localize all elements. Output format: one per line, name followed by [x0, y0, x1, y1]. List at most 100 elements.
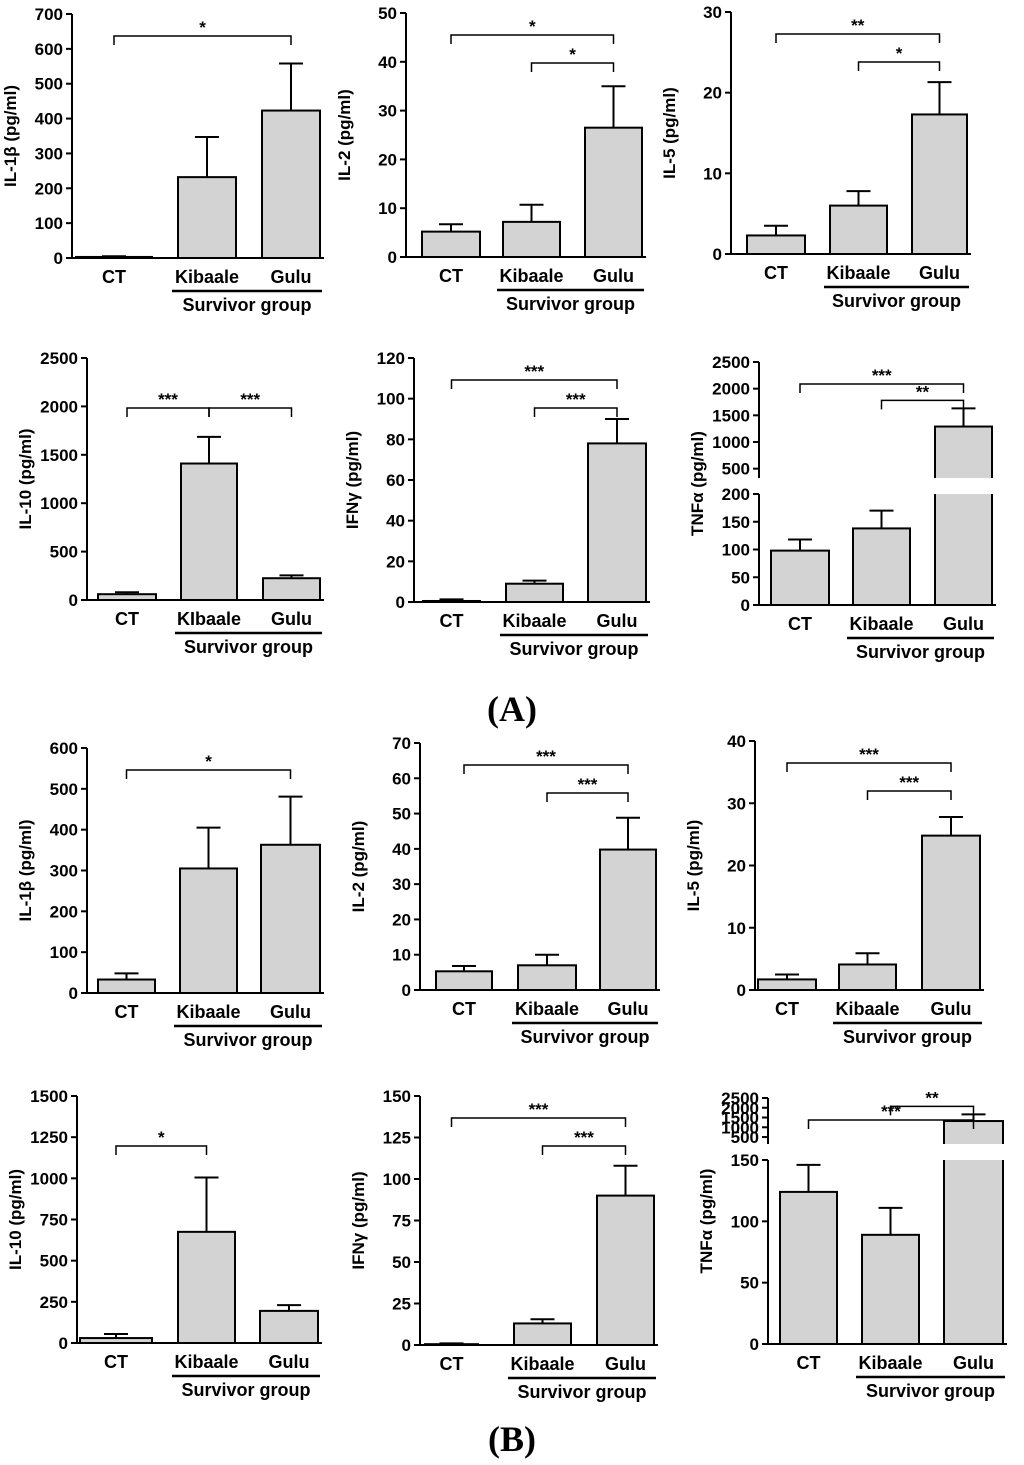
- bar-kibaale: [180, 462, 238, 601]
- significance-label: ***: [574, 1128, 594, 1147]
- y-tick-label: 500: [722, 460, 750, 479]
- y-tick-label: 0: [59, 1334, 68, 1353]
- group-label: Survivor group: [843, 1027, 972, 1047]
- significance-bracket: [450, 379, 618, 389]
- bar-kibaale: [829, 204, 888, 256]
- y-tick-label: 10: [378, 199, 397, 218]
- y-axis-title: IL-5 (pg/ml): [684, 820, 703, 912]
- y-tick-label: 40: [378, 53, 397, 72]
- significance-bracket: [807, 1119, 975, 1129]
- x-tick-label: Kibaale: [176, 1002, 240, 1022]
- bar-ct: [435, 970, 493, 992]
- bar-gulu: [596, 1194, 655, 1346]
- significance-bracket: [775, 33, 941, 43]
- x-tick-label: Gulu: [271, 267, 312, 287]
- y-tick-label: 40: [727, 732, 746, 751]
- bar-gulu: [260, 843, 321, 995]
- x-tick-label: CT: [104, 1352, 128, 1372]
- bar-ct: [746, 234, 806, 256]
- bar-ct: [97, 978, 156, 995]
- significance-bracket: [115, 1145, 208, 1155]
- x-tick-label: Gulu: [943, 614, 984, 634]
- significance-bracket: [533, 407, 618, 417]
- y-tick-label: 1500: [721, 1109, 759, 1128]
- group-label: Survivor group: [832, 291, 961, 311]
- y-tick-label: 100: [722, 541, 750, 560]
- x-tick-label: Kibaale: [510, 1354, 574, 1374]
- significance-bracket: [208, 407, 293, 417]
- bar-gulu: [921, 834, 981, 991]
- y-tick-label: 100: [383, 1170, 411, 1189]
- y-tick-label: 2000: [40, 397, 78, 416]
- significance-bracket: [786, 762, 952, 772]
- significance-bracket: [541, 1145, 627, 1155]
- y-axis-title: IFNγ (pg/ml): [349, 1171, 368, 1269]
- x-tick-label: Kibaale: [858, 1353, 922, 1373]
- group-label: Survivor group: [181, 1380, 310, 1400]
- y-tick-label: 60: [386, 471, 405, 490]
- bar-gulu: [261, 109, 321, 259]
- y-tick-label: 500: [35, 75, 63, 94]
- significance-bracket: [799, 383, 965, 393]
- bar-gulu: [934, 425, 993, 606]
- bar-gulu: [599, 848, 657, 992]
- y-tick-label: 1000: [40, 494, 78, 513]
- y-tick-label: 50: [731, 568, 750, 587]
- group-label: Survivor group: [517, 1382, 646, 1402]
- significance-label: *: [158, 1128, 165, 1147]
- bar-gulu: [911, 113, 968, 255]
- bar-kibaale: [505, 582, 564, 604]
- y-tick-label: 300: [50, 862, 78, 881]
- y-tick-label: 20: [378, 150, 397, 169]
- y-tick-label: 0: [396, 593, 405, 612]
- chart-b1: 0 100 200 300 400 500 600 IL-1β (pg/ml) CT Kibaal…: [16, 739, 324, 1050]
- bar-kibaale: [502, 220, 561, 258]
- y-axis-title: IL-5 (pg/ml): [660, 87, 679, 179]
- y-tick-label: 20: [703, 84, 722, 103]
- significance-bracket: [546, 792, 629, 802]
- y-axis-title: IL-1β (pg/ml): [16, 820, 35, 922]
- panel-label-b: (B): [488, 1419, 536, 1459]
- x-tick-label: Kibaale: [849, 614, 913, 634]
- panel-label-a: (A): [487, 689, 537, 729]
- chart-b4: 0 250 500 750 1000 1250 1500 IL-10 (pg/ml) CT Kib…: [6, 1087, 322, 1400]
- bar-ct: [422, 599, 481, 604]
- bar-kibaale: [177, 1230, 236, 1344]
- x-tick-label: CT: [797, 1353, 821, 1373]
- x-tick-label: CT: [775, 999, 799, 1019]
- bar-kibaale: [179, 867, 238, 994]
- significance-bracket: [857, 61, 941, 71]
- group-label: Survivor group: [509, 639, 638, 659]
- y-tick-label: 50: [392, 805, 411, 824]
- x-tick-label: CT: [440, 611, 464, 631]
- significance-label: ***: [872, 366, 892, 385]
- y-tick-label: 20: [386, 552, 405, 571]
- y-tick-label: 2000: [721, 1099, 759, 1118]
- y-tick-label: 0: [713, 245, 722, 264]
- y-tick-label: 30: [703, 3, 722, 22]
- x-tick-label: CT: [764, 263, 788, 283]
- y-tick-label: 100: [50, 943, 78, 962]
- x-tick-label: Kibaale: [515, 999, 579, 1019]
- y-tick-label: 0: [741, 596, 750, 615]
- y-tick-label: 300: [35, 144, 63, 163]
- significance-label: *: [529, 17, 536, 36]
- significance-label: *: [205, 752, 212, 771]
- y-tick-label: 30: [392, 875, 411, 894]
- y-tick-label: 150: [383, 1087, 411, 1106]
- axis-break-gap: [941, 1144, 1006, 1160]
- x-tick-label: CT: [439, 266, 463, 286]
- x-tick-label: CT: [452, 999, 476, 1019]
- y-tick-label: 30: [378, 102, 397, 121]
- bar-kibaale: [838, 963, 897, 991]
- significance-label: ***: [578, 775, 598, 794]
- x-tick-label: Kibaale: [502, 611, 566, 631]
- significance-bracket: [866, 790, 952, 800]
- y-tick-label: 0: [69, 984, 78, 1003]
- bar-gulu: [262, 577, 321, 601]
- y-tick-label: 400: [50, 821, 78, 840]
- bar-ct: [770, 549, 830, 606]
- y-axis-title: TNFα (pg/ml): [688, 431, 707, 536]
- y-tick-label: 100: [35, 214, 63, 233]
